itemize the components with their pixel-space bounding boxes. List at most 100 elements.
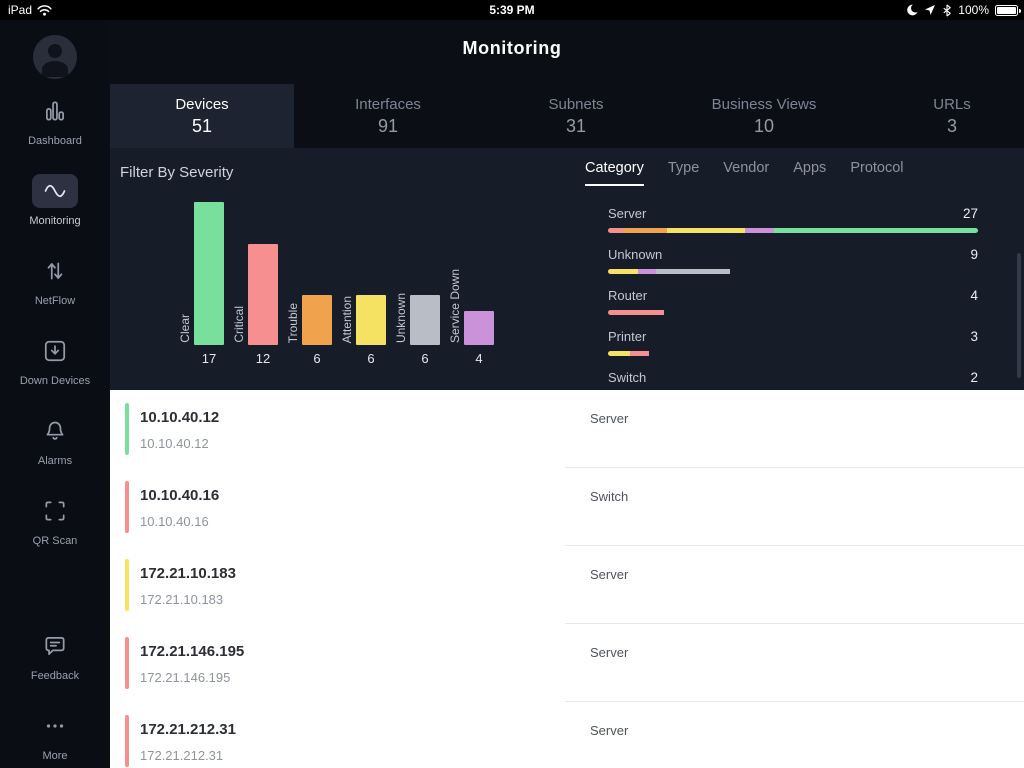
sidebar-item-label: Feedback — [30, 669, 80, 682]
tab-label: Business Views — [711, 95, 817, 113]
device-row-10-10-40-12[interactable]: 10.10.40.12 10.10.40.12 Server — [110, 390, 1024, 468]
severity-bar-value: 6 — [421, 351, 429, 366]
category-row-head: Server 27 — [608, 206, 978, 221]
device-address: 10.10.40.12 — [140, 436, 209, 451]
severity-bar — [410, 295, 440, 345]
sidebar-item-more[interactable]: More — [0, 695, 110, 768]
sidebar-item-qr-scan[interactable]: QR Scan — [0, 480, 110, 560]
category-count: 4 — [970, 288, 978, 303]
category-bar-segment — [656, 269, 731, 274]
avatar[interactable] — [33, 35, 77, 79]
dashboard-icon — [32, 94, 78, 128]
category-name: Unknown — [608, 247, 663, 262]
device-address: 172.21.212.31 — [140, 748, 224, 763]
severity-bar-attention[interactable]: Attention 6 — [334, 175, 388, 366]
category-bar-segment — [630, 351, 649, 356]
tab-interfaces[interactable]: Interfaces 91 — [294, 84, 482, 148]
filter-tab-apps[interactable]: Apps — [793, 160, 827, 176]
device-row-172-21-212-31[interactable]: 172.21.212.31 172.21.212.31 Server — [110, 702, 1024, 768]
category-bar-segment — [608, 310, 664, 315]
category-bar-segment — [667, 228, 745, 233]
category-row-head: Router 4 — [608, 288, 978, 303]
category-name: Server — [608, 206, 647, 221]
device-row-10-10-40-16[interactable]: 10.10.40.16 10.10.40.16 Switch — [110, 468, 1024, 546]
netflow-icon — [32, 254, 78, 288]
sidebar-items: Dashboard Monitoring NetFlow Down Devices Al… — [0, 80, 110, 768]
filter-tab-protocol[interactable]: Protocol — [850, 160, 904, 176]
tab-subnets[interactable]: Subnets 31 — [482, 84, 670, 148]
category-panel: Category Type Vendor Apps Protocol Server 27 U… — [585, 160, 978, 390]
category-bar — [608, 269, 978, 274]
category-row-printer[interactable]: Printer 3 — [608, 329, 978, 356]
bluetooth-icon — [942, 4, 952, 17]
device-type: Switch — [590, 489, 629, 504]
avatar-body-icon — [42, 61, 68, 77]
filter-tab-type[interactable]: Type — [667, 160, 700, 176]
category-row-router[interactable]: Router 4 — [608, 288, 978, 315]
filter-title: Filter By Severity — [120, 164, 234, 181]
severity-bar-value: 17 — [201, 351, 217, 366]
severity-bar-critical[interactable]: Critical 12 — [226, 175, 280, 366]
sidebar: Dashboard Monitoring NetFlow Down Devices Al… — [0, 20, 110, 768]
sidebar-item-label: Alarms — [37, 454, 73, 467]
category-row-unknown[interactable]: Unknown 9 — [608, 247, 978, 274]
category-name: Switch — [608, 370, 647, 385]
device-type: Server — [590, 567, 629, 582]
severity-bar-trouble[interactable]: Trouble 6 — [280, 175, 334, 366]
tab-devices[interactable]: Devices 51 — [110, 84, 294, 148]
tab-business-views[interactable]: Business Views 10 — [670, 84, 858, 148]
category-bar-segment — [774, 228, 978, 233]
filter-tab-vendor[interactable]: Vendor — [723, 160, 770, 176]
severity-bar — [194, 202, 224, 345]
device-address: 172.21.10.183 — [140, 592, 224, 607]
category-row-head: Switch 2 — [608, 370, 978, 385]
severity-bar-value: 6 — [367, 351, 375, 366]
category-bar-segment — [608, 351, 631, 356]
category-name: Router — [608, 288, 648, 303]
battery-percent: 100% — [958, 3, 989, 17]
severity-bar-label: Trouble — [286, 302, 300, 343]
severity-indicator — [125, 559, 129, 611]
scrollbar[interactable] — [1017, 253, 1021, 378]
sidebar-item-monitoring[interactable]: Monitoring — [0, 160, 110, 240]
device-row-172-21-146-195[interactable]: 172.21.146.195 172.21.146.195 Server — [110, 624, 1024, 702]
sidebar-item-feedback[interactable]: Feedback — [0, 615, 110, 695]
severity-bar-service-down[interactable]: Service Down 4 — [442, 175, 496, 366]
sidebar-item-dashboard[interactable]: Dashboard — [0, 80, 110, 160]
severity-bar-unknown[interactable]: Unknown 6 — [388, 175, 442, 366]
severity-bar — [248, 244, 278, 345]
category-row-switch[interactable]: Switch 2 — [608, 370, 978, 390]
tab-urls[interactable]: URLs 3 — [858, 84, 1024, 148]
severity-indicator — [125, 637, 129, 689]
category-row-server[interactable]: Server 27 — [608, 206, 978, 233]
tab-bar: Devices 51 Interfaces 91 Subnets 31 Business V… — [110, 84, 1024, 148]
device-type: Server — [590, 411, 629, 426]
sidebar-item-down-devices[interactable]: Down Devices — [0, 320, 110, 400]
severity-bar — [464, 311, 494, 345]
severity-bar-clear[interactable]: Clear 17 — [172, 175, 226, 366]
sidebar-item-netflow[interactable]: NetFlow — [0, 240, 110, 320]
filter-tab-category[interactable]: Category — [585, 160, 644, 186]
device-row-172-21-10-183[interactable]: 172.21.10.183 172.21.10.183 Server — [110, 546, 1024, 624]
tab-label: Devices — [175, 95, 229, 113]
qr-scan-icon — [32, 494, 78, 528]
device-list: 10.10.40.12 10.10.40.12 Server 10.10.40.16 1… — [110, 390, 1024, 768]
device-name: 10.10.40.16 — [140, 487, 220, 504]
sidebar-item-label: Monitoring — [29, 214, 81, 227]
severity-indicator — [125, 403, 129, 455]
moon-icon — [906, 4, 918, 16]
filter-panel: Filter By Severity Clear 17 Critical 12 Trou… — [110, 148, 1024, 390]
tab-count: 10 — [753, 115, 775, 136]
severity-bar-value: 6 — [313, 351, 321, 366]
severity-bar-label: Clear — [178, 314, 192, 343]
main-content: Devices 51 Interfaces 91 Subnets 31 Business V… — [110, 20, 1024, 768]
device-name: 172.21.146.195 — [140, 643, 245, 660]
sidebar-item-label: QR Scan — [32, 534, 78, 547]
tab-label: Interfaces — [355, 95, 421, 113]
tab-label: URLs — [933, 95, 971, 113]
sidebar-item-alarms[interactable]: Alarms — [0, 400, 110, 480]
location-icon — [924, 4, 936, 16]
category-name: Printer — [608, 329, 647, 344]
severity-bar-label: Service Down — [448, 268, 462, 343]
device-address: 10.10.40.16 — [140, 514, 209, 529]
